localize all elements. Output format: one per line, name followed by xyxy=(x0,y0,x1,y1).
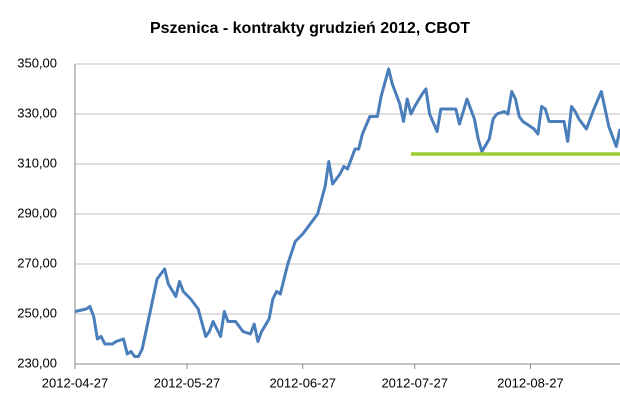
data-line xyxy=(74,67,620,358)
y-tick-label: 350,00 xyxy=(17,55,57,70)
x-tick-label: 2012-05-27 xyxy=(154,375,221,390)
x-tick-label: 2012-06-27 xyxy=(269,375,336,390)
y-tick-label: 250,00 xyxy=(17,305,57,320)
x-tick-label: 2012-04-27 xyxy=(42,375,109,390)
chart-title: Pszenica - kontrakty grudzień 2012, CBOT xyxy=(150,20,470,37)
y-tick-label: 310,00 xyxy=(17,155,57,170)
x-tick-label: 2012-08-27 xyxy=(497,375,564,390)
x-tick-label: 2012-07-27 xyxy=(381,375,448,390)
y-tick-label: 330,00 xyxy=(17,105,57,120)
y-tick-label: 270,00 xyxy=(17,255,57,270)
y-tick-label: 230,00 xyxy=(17,355,57,370)
y-tick-label: 290,00 xyxy=(17,205,57,220)
